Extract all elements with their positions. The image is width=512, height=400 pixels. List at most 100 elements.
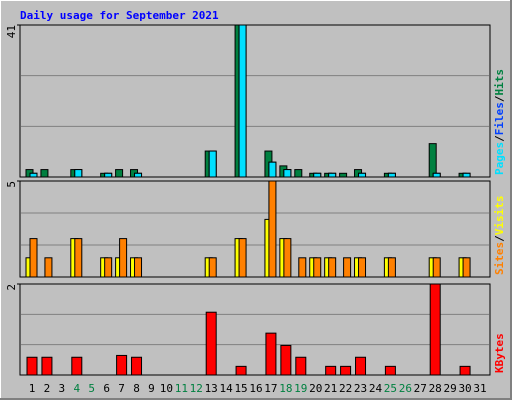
bar xyxy=(134,257,143,278)
y-tick-label: 2 xyxy=(5,284,18,291)
bar xyxy=(74,169,83,178)
x-tick-label: 20 xyxy=(309,382,322,395)
x-tick-label: 30 xyxy=(458,382,471,395)
bar xyxy=(328,257,337,278)
bar xyxy=(384,365,396,376)
bar xyxy=(268,161,277,178)
x-tick-label: 6 xyxy=(103,382,110,395)
legend-separator: / xyxy=(493,95,506,102)
legend-entry: Sites xyxy=(493,242,506,275)
legend-entry: Pages xyxy=(493,142,506,175)
x-tick-label: 13 xyxy=(205,382,218,395)
chart-title: Daily usage for September 2021 xyxy=(20,9,219,22)
bar xyxy=(328,172,337,178)
bar xyxy=(208,257,217,278)
x-tick-label: 26 xyxy=(399,382,412,395)
bar xyxy=(340,365,352,376)
bar xyxy=(235,365,247,376)
x-tick-label: 16 xyxy=(249,382,262,395)
bar xyxy=(238,238,247,278)
bar xyxy=(358,172,367,178)
bar xyxy=(295,356,307,376)
bar xyxy=(41,356,53,376)
x-tick-label: 31 xyxy=(473,382,486,395)
x-tick-label: 28 xyxy=(429,382,442,395)
x-tick-label: 14 xyxy=(220,382,234,395)
x-tick-label: 27 xyxy=(414,382,427,395)
bar xyxy=(104,172,113,178)
bar xyxy=(134,172,143,178)
bar xyxy=(325,365,337,376)
legend-separator: / xyxy=(493,135,506,142)
legend-separator: / xyxy=(493,235,506,242)
x-tick-label: 24 xyxy=(369,382,383,395)
bar xyxy=(238,24,247,178)
legend-entry: Files xyxy=(493,102,506,135)
bar xyxy=(265,332,277,376)
bar xyxy=(131,356,143,376)
bar xyxy=(26,356,38,376)
legend-entry: KBytes xyxy=(493,333,506,373)
bar xyxy=(432,172,441,178)
y-tick-label: 5 xyxy=(5,181,18,188)
x-tick-label: 5 xyxy=(88,382,95,395)
bar xyxy=(313,172,322,178)
x-tick-label: 29 xyxy=(444,382,457,395)
legend: Sites/Visits xyxy=(493,196,506,276)
x-tick-label: 1 xyxy=(29,382,36,395)
bar xyxy=(387,172,396,178)
x-tick-label: 19 xyxy=(294,382,307,395)
plot-area xyxy=(19,283,491,376)
x-tick-label: 18 xyxy=(279,382,292,395)
bar xyxy=(205,311,217,376)
bar xyxy=(29,238,38,278)
bar xyxy=(283,169,292,178)
bar xyxy=(71,356,83,376)
x-tick-label: 17 xyxy=(264,382,277,395)
bar xyxy=(343,257,352,278)
bar xyxy=(294,169,303,178)
bar xyxy=(116,354,128,376)
bar xyxy=(280,344,292,376)
bar xyxy=(429,283,441,376)
x-tick-label: 9 xyxy=(148,382,155,395)
bar xyxy=(298,257,307,278)
bar xyxy=(115,169,124,178)
legend: Pages/Files/Hits xyxy=(493,69,506,175)
bar xyxy=(459,365,471,376)
bar xyxy=(268,180,277,278)
x-tick-label: 25 xyxy=(384,382,397,395)
bar xyxy=(355,356,367,376)
y-tick-label: 41 xyxy=(5,25,18,38)
bar xyxy=(44,257,53,278)
legend-entry: Visits xyxy=(493,196,506,236)
plot-area xyxy=(19,24,491,178)
x-tick-label: 3 xyxy=(59,382,66,395)
bar xyxy=(339,172,348,178)
bar xyxy=(428,143,437,178)
bar xyxy=(208,150,217,178)
x-tick-label: 21 xyxy=(324,382,337,395)
bar xyxy=(462,257,471,278)
x-tick-label: 7 xyxy=(118,382,125,395)
x-tick-label: 10 xyxy=(160,382,173,395)
bar xyxy=(313,257,322,278)
x-tick-label: 11 xyxy=(175,382,188,395)
bar xyxy=(29,172,38,178)
plot-area xyxy=(19,180,491,278)
legend: KBytes xyxy=(493,333,506,373)
x-tick-label: 15 xyxy=(234,382,247,395)
bar xyxy=(74,238,83,278)
bar xyxy=(40,169,49,178)
x-tick-label: 8 xyxy=(133,382,140,395)
bar xyxy=(283,238,292,278)
x-tick-label: 23 xyxy=(354,382,367,395)
bar xyxy=(358,257,367,278)
x-tick-label: 2 xyxy=(44,382,51,395)
legend-entry: Hits xyxy=(493,69,506,96)
bar xyxy=(104,257,113,278)
x-tick-label: 12 xyxy=(190,382,203,395)
bar xyxy=(119,238,128,278)
